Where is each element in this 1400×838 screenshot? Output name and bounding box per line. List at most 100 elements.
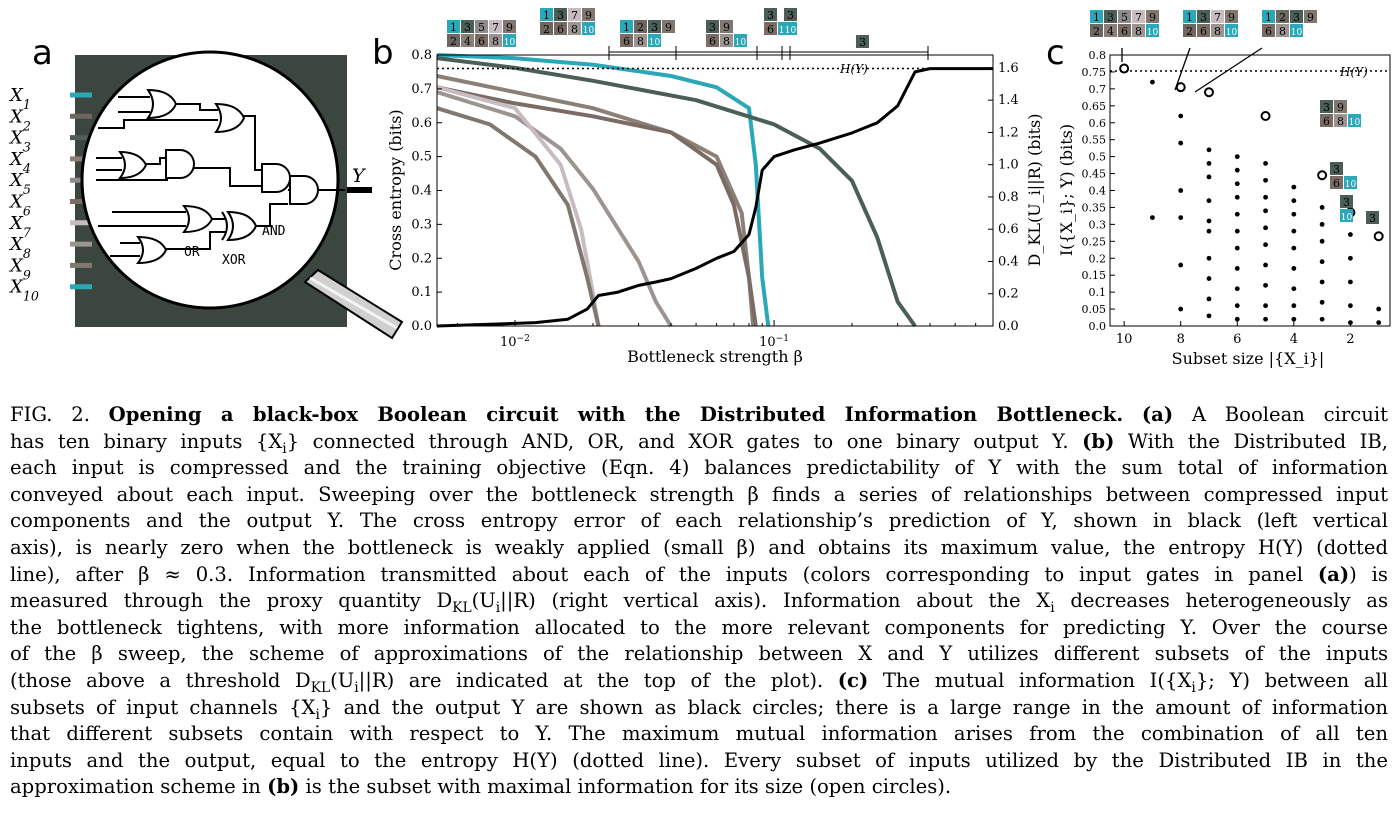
mi-dot bbox=[1206, 218, 1212, 224]
ytick-left-label: 0.0 bbox=[411, 319, 432, 334]
mi-dot bbox=[1263, 208, 1268, 214]
mi-dot bbox=[1348, 232, 1353, 237]
subset-box bbox=[1104, 24, 1117, 37]
panel-b-letter: b bbox=[372, 33, 394, 73]
subset-box-label: 9 bbox=[665, 21, 672, 34]
mi-dot bbox=[1178, 262, 1184, 268]
and-gate bbox=[289, 175, 319, 205]
series-line-0 bbox=[436, 67, 993, 328]
xor-gate bbox=[226, 210, 258, 242]
subset-box bbox=[1183, 10, 1196, 23]
subset-box bbox=[662, 20, 675, 33]
subset-box-label: 8 bbox=[1337, 115, 1344, 128]
subset-box bbox=[461, 34, 474, 47]
caption-subscript: KL bbox=[310, 679, 331, 696]
ytick-label: 0.65 bbox=[1082, 100, 1107, 113]
subset-box bbox=[554, 22, 567, 35]
panel-b-series bbox=[436, 53, 993, 328]
caption-line: measured through the proxy quantity DKL(… bbox=[10, 589, 1388, 617]
subset-box bbox=[1211, 10, 1224, 23]
caption-line: that different subsets contain with resp… bbox=[10, 722, 1388, 746]
subset-group-b-5: 310 bbox=[784, 8, 797, 36]
ytick-label: 0.35 bbox=[1082, 201, 1107, 214]
panel-c-frame bbox=[1109, 54, 1391, 327]
subset-box bbox=[568, 8, 581, 21]
mi-dot bbox=[1234, 194, 1240, 200]
subset-box bbox=[784, 8, 797, 21]
and-gate bbox=[261, 163, 291, 193]
panel-b-xticks: 10−2 10−1 bbox=[457, 320, 977, 350]
mi-dot bbox=[1263, 161, 1268, 166]
subset-box-label: 10 bbox=[504, 38, 516, 48]
subset-box-label: 3 bbox=[709, 21, 716, 34]
subset-box bbox=[856, 35, 869, 48]
caption-line: each input is compressed and the trainin… bbox=[10, 456, 1388, 480]
mi-dot bbox=[1291, 286, 1297, 292]
subset-box bbox=[620, 20, 633, 33]
panel-b-yticks-right: 0.0 0.2 0.4 0.6 0.8 1.0 1.2 1.4 1.6 bbox=[988, 61, 1019, 334]
panel-c-letter: c bbox=[1046, 33, 1065, 73]
caption-bold: (b) bbox=[267, 775, 300, 799]
subset-box bbox=[1146, 24, 1159, 37]
subset-box-label: 1 bbox=[1093, 11, 1100, 24]
mi-dot bbox=[1206, 228, 1212, 234]
mi-dot bbox=[1178, 113, 1184, 119]
ytick-left-label: 0.6 bbox=[411, 116, 432, 131]
subset-box-label: 3 bbox=[651, 21, 658, 34]
subset-box bbox=[1132, 24, 1145, 37]
mi-dot bbox=[1319, 316, 1325, 322]
ytick-right-label: 1.4 bbox=[998, 93, 1019, 108]
series-line-4 bbox=[436, 85, 758, 327]
or-gate bbox=[181, 204, 214, 234]
mi-open-circle bbox=[1373, 231, 1384, 242]
or-gate bbox=[214, 102, 246, 134]
subset-group-c-6: 3 bbox=[1366, 211, 1379, 225]
subset-box bbox=[503, 20, 516, 33]
subset-box bbox=[489, 34, 502, 47]
mi-dot bbox=[1206, 147, 1212, 153]
caption-line: (those above a threshold DKL(Ui||R) are … bbox=[10, 668, 1388, 696]
subset-box-label: 8 bbox=[723, 35, 730, 48]
mi-dot bbox=[1348, 255, 1353, 261]
subset-box bbox=[706, 34, 719, 47]
subset-group-c-2: 1 2 3 9 6 8 10 bbox=[1262, 10, 1317, 38]
subset-box-label: 6 bbox=[1200, 25, 1207, 38]
mi-dot bbox=[1291, 245, 1297, 251]
mi-dot bbox=[1348, 279, 1353, 285]
subset-box bbox=[1340, 209, 1353, 222]
subset-box bbox=[1197, 10, 1210, 23]
subset-box-label: 8 bbox=[1135, 25, 1142, 38]
mi-dot bbox=[1206, 296, 1212, 302]
panel-a-letter: a bbox=[32, 33, 53, 73]
output-label: Y bbox=[352, 165, 367, 187]
subset-box bbox=[1290, 10, 1303, 23]
caption-line: has ten binary inputs {Xi} connected thr… bbox=[10, 429, 1388, 457]
mi-dot bbox=[1319, 299, 1325, 305]
ytick-right-label: 0.2 bbox=[998, 287, 1019, 302]
circuit-gates bbox=[96, 88, 345, 265]
ytick-left-label: 0.2 bbox=[411, 251, 432, 266]
series-line-1 bbox=[436, 53, 771, 327]
subset-box bbox=[1276, 10, 1289, 23]
ytick-label: 0.0 bbox=[1089, 320, 1107, 333]
caption-line: the bottleneck tightens, with more infor… bbox=[10, 615, 1388, 639]
subset-box-label: 3 bbox=[464, 21, 471, 34]
panel-b-xlabel: Bottleneck strength β bbox=[627, 347, 803, 366]
subset-box bbox=[720, 34, 733, 47]
mi-dot bbox=[1291, 198, 1297, 204]
subset-group-b-3: 3 96 8 10 bbox=[706, 20, 747, 48]
subset-group-c-3: 3 96 8 10 bbox=[1320, 100, 1361, 128]
subset-box bbox=[648, 20, 661, 33]
ytick-label: 0.7 bbox=[1089, 83, 1107, 96]
subset-box bbox=[1090, 24, 1103, 37]
ytick-label: 0.4 bbox=[1089, 185, 1107, 198]
caption-line: conveyed about each input. Sweeping over… bbox=[10, 482, 1388, 506]
caption-subscript: i bbox=[1191, 679, 1196, 696]
circuit-wires bbox=[96, 96, 345, 257]
entropy-line-label: H(Y) bbox=[839, 62, 868, 76]
subset-box-label: 8 bbox=[492, 35, 499, 48]
mi-dot bbox=[1206, 161, 1212, 166]
mi-dot bbox=[1234, 245, 1240, 251]
subset-box bbox=[648, 34, 661, 47]
